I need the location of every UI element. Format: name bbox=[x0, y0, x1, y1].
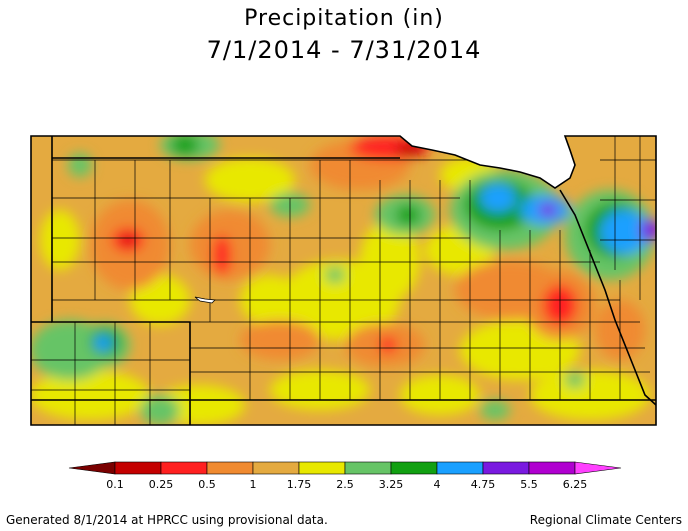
legend-swatch bbox=[68, 461, 116, 475]
reservoir bbox=[194, 296, 216, 304]
legend-swatch bbox=[574, 461, 622, 475]
legend-swatch bbox=[252, 461, 300, 475]
legend-swatch bbox=[436, 461, 484, 475]
legend-tick-label: 1 bbox=[250, 478, 257, 491]
footer-source: Regional Climate Centers bbox=[529, 513, 682, 527]
legend-tick-label: 1.75 bbox=[287, 478, 312, 491]
legend-swatch bbox=[298, 461, 346, 475]
legend-swatch bbox=[528, 461, 576, 475]
legend-tick-label: 3.25 bbox=[379, 478, 404, 491]
legend-swatch bbox=[114, 461, 162, 475]
legend-swatch bbox=[482, 461, 530, 475]
legend-swatch bbox=[160, 461, 208, 475]
date-range: 7/1/2014 - 7/31/2014 bbox=[206, 36, 482, 64]
footer-generated: Generated 8/1/2014 at HPRCC using provis… bbox=[6, 513, 328, 527]
legend-tick-label: 4.75 bbox=[471, 478, 496, 491]
legend-tick-label: 5.5 bbox=[520, 478, 538, 491]
legend-swatch bbox=[390, 461, 438, 475]
state-borders bbox=[30, 135, 657, 426]
legend-tick-label: 0.25 bbox=[149, 478, 174, 491]
legend-tick-label: 6.25 bbox=[563, 478, 588, 491]
legend-tick-label: 0.5 bbox=[198, 478, 216, 491]
legend-swatch bbox=[206, 461, 254, 475]
legend-tick-label: 0.1 bbox=[106, 478, 124, 491]
legend-swatch bbox=[344, 461, 392, 475]
legend-tick-label: 4 bbox=[434, 478, 441, 491]
legend-tick-label: 2.5 bbox=[336, 478, 354, 491]
map-title: Precipitation (in) bbox=[244, 6, 444, 31]
